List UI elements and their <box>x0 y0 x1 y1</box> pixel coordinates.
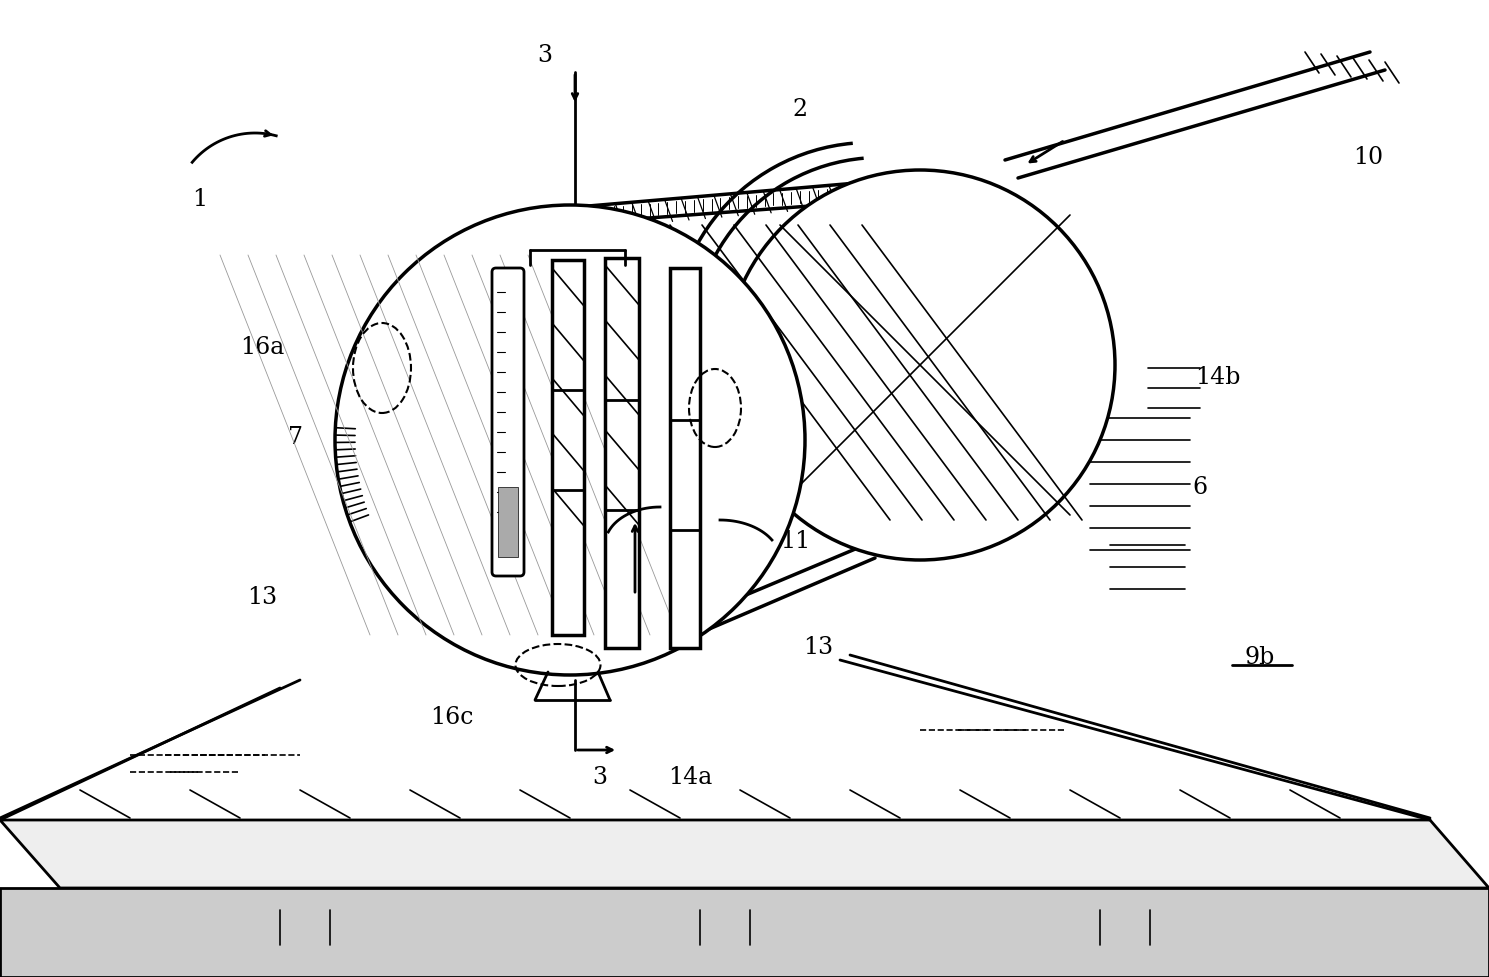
Text: 14b: 14b <box>1196 366 1240 390</box>
Text: 16a: 16a <box>240 336 284 360</box>
Text: 16c: 16c <box>430 706 474 730</box>
Text: 3: 3 <box>593 767 608 789</box>
Bar <box>605 258 639 648</box>
Circle shape <box>335 205 806 675</box>
Text: 10: 10 <box>1354 147 1383 169</box>
Text: 1: 1 <box>192 189 207 211</box>
Text: 9b: 9b <box>1245 647 1275 669</box>
Text: 13: 13 <box>247 586 277 610</box>
Polygon shape <box>0 820 1489 888</box>
Bar <box>497 487 518 557</box>
Text: 27: 27 <box>680 607 710 629</box>
Text: 12: 12 <box>575 246 605 270</box>
Text: 11: 11 <box>780 531 810 554</box>
Text: 14a: 14a <box>669 767 712 789</box>
Text: 18: 18 <box>474 484 503 506</box>
Bar <box>670 268 700 648</box>
Polygon shape <box>0 888 1489 977</box>
Circle shape <box>725 170 1115 560</box>
Text: 16b: 16b <box>746 416 791 440</box>
FancyBboxPatch shape <box>491 268 524 576</box>
Text: 2: 2 <box>792 99 807 121</box>
Text: 6: 6 <box>1193 477 1208 499</box>
Text: 13: 13 <box>803 636 832 659</box>
Text: 7: 7 <box>287 427 302 449</box>
Text: 3: 3 <box>538 44 552 66</box>
Bar <box>552 260 584 635</box>
